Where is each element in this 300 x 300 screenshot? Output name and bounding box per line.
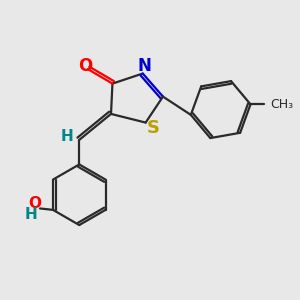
Text: O: O: [79, 57, 93, 75]
Text: S: S: [146, 119, 159, 137]
Text: CH₃: CH₃: [271, 98, 294, 111]
Text: N: N: [137, 57, 151, 75]
Text: H: H: [25, 207, 38, 222]
Text: H: H: [61, 129, 74, 144]
Text: O: O: [28, 196, 42, 211]
